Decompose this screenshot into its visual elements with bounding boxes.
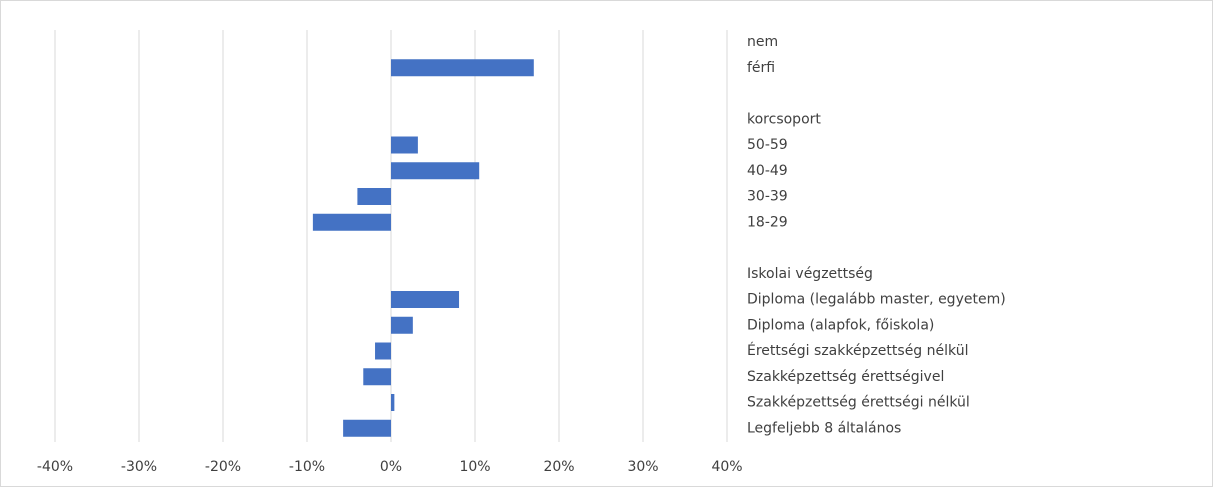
- bar: [391, 394, 395, 411]
- bar: [391, 162, 480, 180]
- x-tick-label: -30%: [121, 459, 157, 475]
- bar: [391, 291, 460, 308]
- category-label: Legfeljebb 8 általános: [747, 420, 901, 436]
- category-label: Diploma (legalább master, egyetem): [747, 292, 1006, 308]
- x-tick-label: -20%: [205, 459, 241, 475]
- category-label: 40-49: [747, 163, 788, 179]
- x-tick-label: -40%: [37, 459, 73, 475]
- category-label: 30-39: [747, 189, 788, 205]
- category-label: 18-29: [747, 214, 788, 230]
- category-label: nem: [747, 34, 778, 50]
- x-tick-label: 20%: [543, 459, 574, 475]
- x-tick-label: -10%: [289, 459, 325, 475]
- category-label: korcsoport: [747, 111, 821, 127]
- bar: [357, 188, 391, 205]
- x-tick-label: 0%: [380, 459, 402, 475]
- category-label: Szakképzettség érettségivel: [747, 369, 944, 385]
- x-tick-label: 30%: [627, 459, 658, 475]
- category-label: férfi: [747, 60, 775, 76]
- bar: [363, 368, 391, 386]
- category-label: Iskolai végzettség: [747, 266, 873, 282]
- x-tick-label: 40%: [711, 459, 742, 475]
- x-tick-label: 10%: [459, 459, 490, 475]
- bar: [391, 136, 418, 154]
- bar: [391, 59, 534, 77]
- category-label: Diploma (alapfok, főiskola): [747, 317, 934, 333]
- category-label: Érettségi szakképzettség nélkül: [747, 342, 968, 359]
- bar: [375, 342, 391, 360]
- bar: [343, 419, 391, 437]
- bar: [312, 213, 391, 231]
- bar: [391, 316, 413, 334]
- category-label: Szakképzettség érettségi nélkül: [747, 395, 970, 411]
- category-label: 50-59: [747, 137, 788, 153]
